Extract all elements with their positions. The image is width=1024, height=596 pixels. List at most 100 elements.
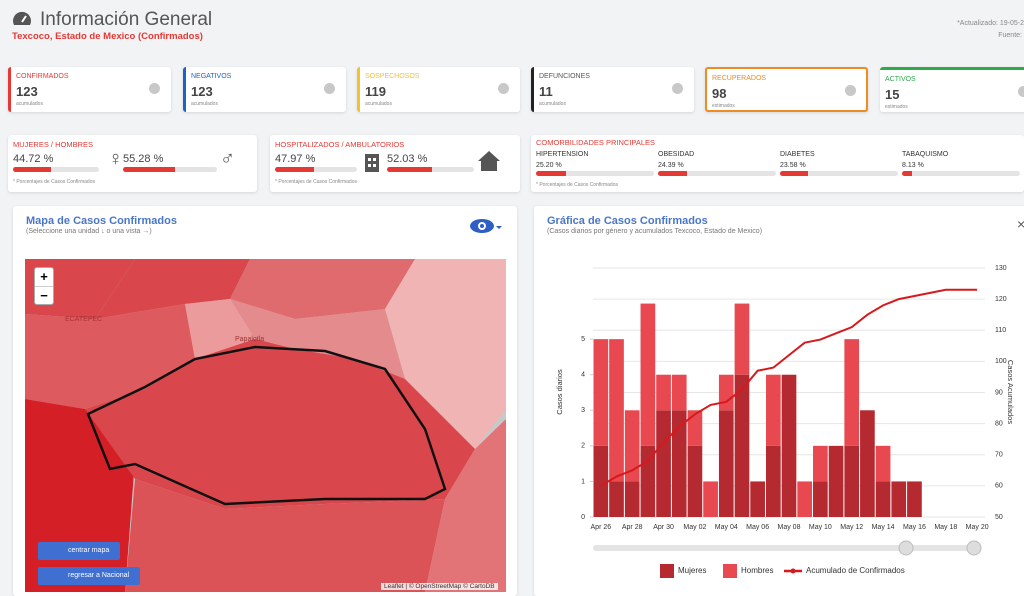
pct-track [123, 167, 217, 172]
comorbidity-name: OBESIDAD [658, 151, 695, 158]
stat-card: NEGATIVOS 123 acumulados [183, 67, 346, 112]
bar [718, 374, 734, 411]
bar [687, 410, 703, 446]
pct-track [658, 171, 776, 176]
card-label: MUJERES / HOMBRES [13, 140, 94, 149]
pct-track [780, 171, 898, 176]
hospital-icon [365, 154, 379, 172]
pct-track [13, 167, 99, 172]
bar [750, 481, 765, 517]
bar [765, 445, 781, 517]
y2-tick-label: 110 [995, 327, 1006, 334]
pct-bar [387, 167, 433, 172]
bar [844, 339, 860, 446]
bar [703, 481, 718, 517]
card-icon [845, 85, 856, 96]
zoom-out[interactable]: − [40, 288, 48, 303]
comorbidity-name: DIABETES [780, 151, 815, 158]
card-note: acumulados [16, 101, 43, 107]
range-handle[interactable] [966, 540, 982, 556]
center-map-button[interactable]: centrar mapa [38, 542, 120, 560]
stat-card: RECUPERADOS 98 estimados [705, 67, 868, 112]
bar [781, 374, 797, 517]
page-subtitle: Texcoco, Estado de Mexico (Confirmados) [12, 31, 203, 42]
gender-card: MUJERES / HOMBRES 44.72 % ♀ 55.28 % ♂ * … [8, 135, 257, 192]
x-tick-label: May 18 [934, 524, 957, 531]
zoom-in[interactable]: + [35, 268, 53, 287]
bar [656, 410, 671, 517]
bar [734, 374, 750, 517]
bar [656, 374, 671, 411]
bar [907, 481, 922, 517]
speed-icon [13, 11, 31, 25]
house-icon [478, 151, 500, 171]
national-button[interactable]: regresar a Nacional [38, 567, 140, 585]
comorbidity-pct: 23.58 % [780, 162, 806, 169]
bar [640, 303, 656, 446]
card-label: CONFIRMADOS [16, 73, 69, 80]
bar [687, 445, 703, 517]
pct-bar [123, 167, 175, 172]
y2-tick-label: 80 [995, 420, 1003, 427]
card-icon [672, 83, 683, 94]
y2-axis-label: Casos Acumulados [1006, 360, 1015, 424]
card-value: 98 [712, 86, 727, 101]
bar [593, 445, 609, 517]
y2-tick-label: 60 [995, 483, 1003, 490]
note: * Porcentajes de Casos Confirmados [275, 179, 357, 185]
x-tick-label: Apr 28 [622, 524, 643, 531]
y2-tick-label: 130 [995, 265, 1007, 272]
pct-bar [536, 171, 566, 176]
stat-card: SOSPECHOSOS 119 acumulados [357, 67, 520, 112]
legend-swatch [723, 564, 737, 578]
bar [734, 303, 750, 375]
chart: Casos diarios Casos Acumulados 506070809… [555, 265, 1015, 578]
pct-label: 55.28 % [123, 153, 164, 165]
zoom-control: + − [34, 267, 54, 305]
comorbidity-name: HIPERTENSION [536, 151, 589, 158]
hospital-card: HOSPITALIZADOS / AMBULATORIOS 47.97 % 52… [270, 135, 520, 192]
bar [797, 481, 813, 517]
x-tick-label: May 06 [746, 524, 769, 531]
bar [609, 481, 624, 517]
chart-panel: Gráfica de Casos Confirmados (Casos diar… [534, 206, 1024, 596]
bar [671, 374, 687, 411]
bar [671, 410, 687, 517]
stat-card: CONFIRMADOS 123 acumulados [8, 67, 171, 112]
legend-label: Mujeres [678, 566, 706, 575]
x-tick-label: May 10 [809, 524, 832, 531]
card-label: DEFUNCIONES [539, 73, 590, 80]
pct-bar [902, 171, 912, 176]
legend-label: Hombres [741, 566, 773, 575]
y-tick-label: 1 [581, 478, 585, 485]
card-note: acumulados [539, 101, 566, 107]
source: Fuente: [998, 32, 1022, 39]
x-tick-label: Apr 30 [653, 524, 674, 531]
comorbidity-pct: 8.13 % [902, 162, 924, 169]
pct-bar [658, 171, 687, 176]
legend-swatch [660, 564, 674, 578]
y2-tick-label: 50 [995, 514, 1003, 521]
range-slider[interactable] [593, 545, 974, 551]
note: * Porcentajes de Casos Confirmados [536, 182, 618, 188]
view-menu[interactable] [469, 218, 503, 234]
bar [624, 410, 640, 482]
bar [718, 410, 734, 517]
bar [813, 445, 828, 482]
y2-tick-label: 70 [995, 452, 1003, 459]
y2-tick-label: 100 [995, 358, 1007, 365]
bar [875, 445, 891, 482]
close-button[interactable]: × [1017, 216, 1024, 232]
card-icon [149, 83, 160, 94]
card-note: estimados [712, 103, 735, 109]
comorbidity-pct: 25.20 % [536, 162, 562, 169]
card-label: ACTIVOS [885, 76, 916, 83]
bar [624, 481, 640, 517]
y-tick-label: 0 [581, 514, 585, 521]
card-note: acumulados [365, 101, 392, 107]
stat-card: ACTIVOS 15 estimados [880, 67, 1024, 112]
bar [828, 445, 844, 517]
y-tick-label: 5 [581, 336, 585, 343]
range-handle[interactable] [898, 540, 914, 556]
card-value: 119 [365, 84, 386, 99]
